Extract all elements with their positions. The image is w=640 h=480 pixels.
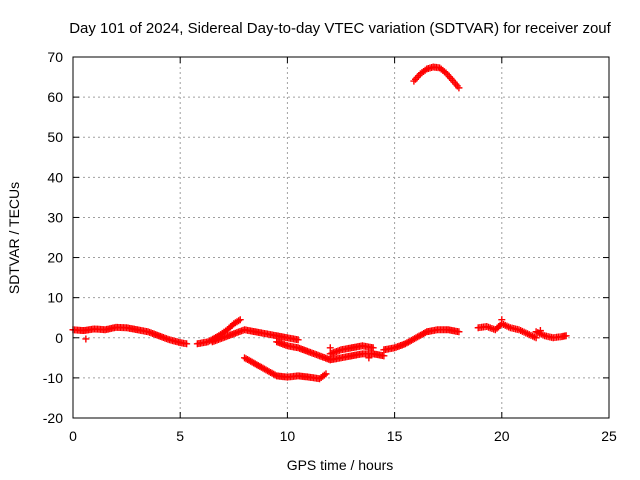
series-outliers (82, 316, 544, 362)
y-axis-label: SDTVAR / TECUs (6, 182, 22, 294)
y-tick-label: 20 (47, 250, 63, 266)
data-point (532, 334, 540, 342)
series-arc-high (410, 63, 463, 92)
y-tick-label: 0 (55, 330, 63, 346)
x-tick-label: 0 (69, 428, 77, 444)
series-arc-afternoon (380, 326, 463, 354)
y-tick-label: -20 (43, 410, 63, 426)
y-tick-label: 60 (47, 89, 63, 105)
data-point (380, 352, 388, 360)
data-point (440, 68, 448, 76)
data-point (294, 336, 302, 344)
data-points-layer (69, 63, 570, 383)
x-tick-label: 5 (176, 428, 184, 444)
series-arc-morning-2 (208, 326, 302, 346)
x-axis-label: GPS time / hours (287, 457, 394, 473)
x-tick-labels: 0 5 10 15 20 25 (69, 428, 617, 444)
y-tick-label: -10 (43, 370, 63, 386)
x-tick-label: 20 (494, 428, 510, 444)
data-point (536, 327, 544, 335)
series-arc-midday-2 (326, 342, 377, 358)
y-tick-label: 10 (47, 290, 63, 306)
series-arc-early (69, 323, 191, 348)
data-point (498, 316, 506, 324)
data-point (82, 335, 90, 343)
y-tick-label: 50 (47, 129, 63, 145)
y-tick-labels: -20 -10 0 10 20 30 40 50 60 70 (43, 49, 63, 426)
data-point (365, 354, 373, 362)
data-point (183, 340, 191, 348)
series-arc-dip (241, 354, 330, 383)
x-tick-label: 10 (280, 428, 296, 444)
data-point (235, 317, 243, 325)
y-tick-label: 40 (47, 169, 63, 185)
data-point (320, 371, 328, 379)
data-point (421, 329, 429, 337)
x-tick-label: 15 (387, 428, 403, 444)
grid-layer (73, 57, 609, 418)
data-point (455, 84, 463, 92)
x-tick-label: 25 (601, 428, 617, 444)
y-tick-label: 70 (47, 49, 63, 65)
data-point (326, 344, 334, 352)
data-point (369, 344, 377, 352)
data-point (455, 328, 463, 336)
plot-frame (72, 56, 610, 419)
chart-title: Day 101 of 2024, Sidereal Day-to-day VTE… (69, 20, 611, 37)
data-point (562, 332, 570, 340)
series-arc-evening (474, 320, 540, 342)
series-arc-midday (273, 338, 388, 364)
data-point (322, 370, 330, 378)
data-point (236, 316, 244, 324)
y-tick-label: 30 (47, 209, 63, 225)
data-point (271, 371, 279, 379)
